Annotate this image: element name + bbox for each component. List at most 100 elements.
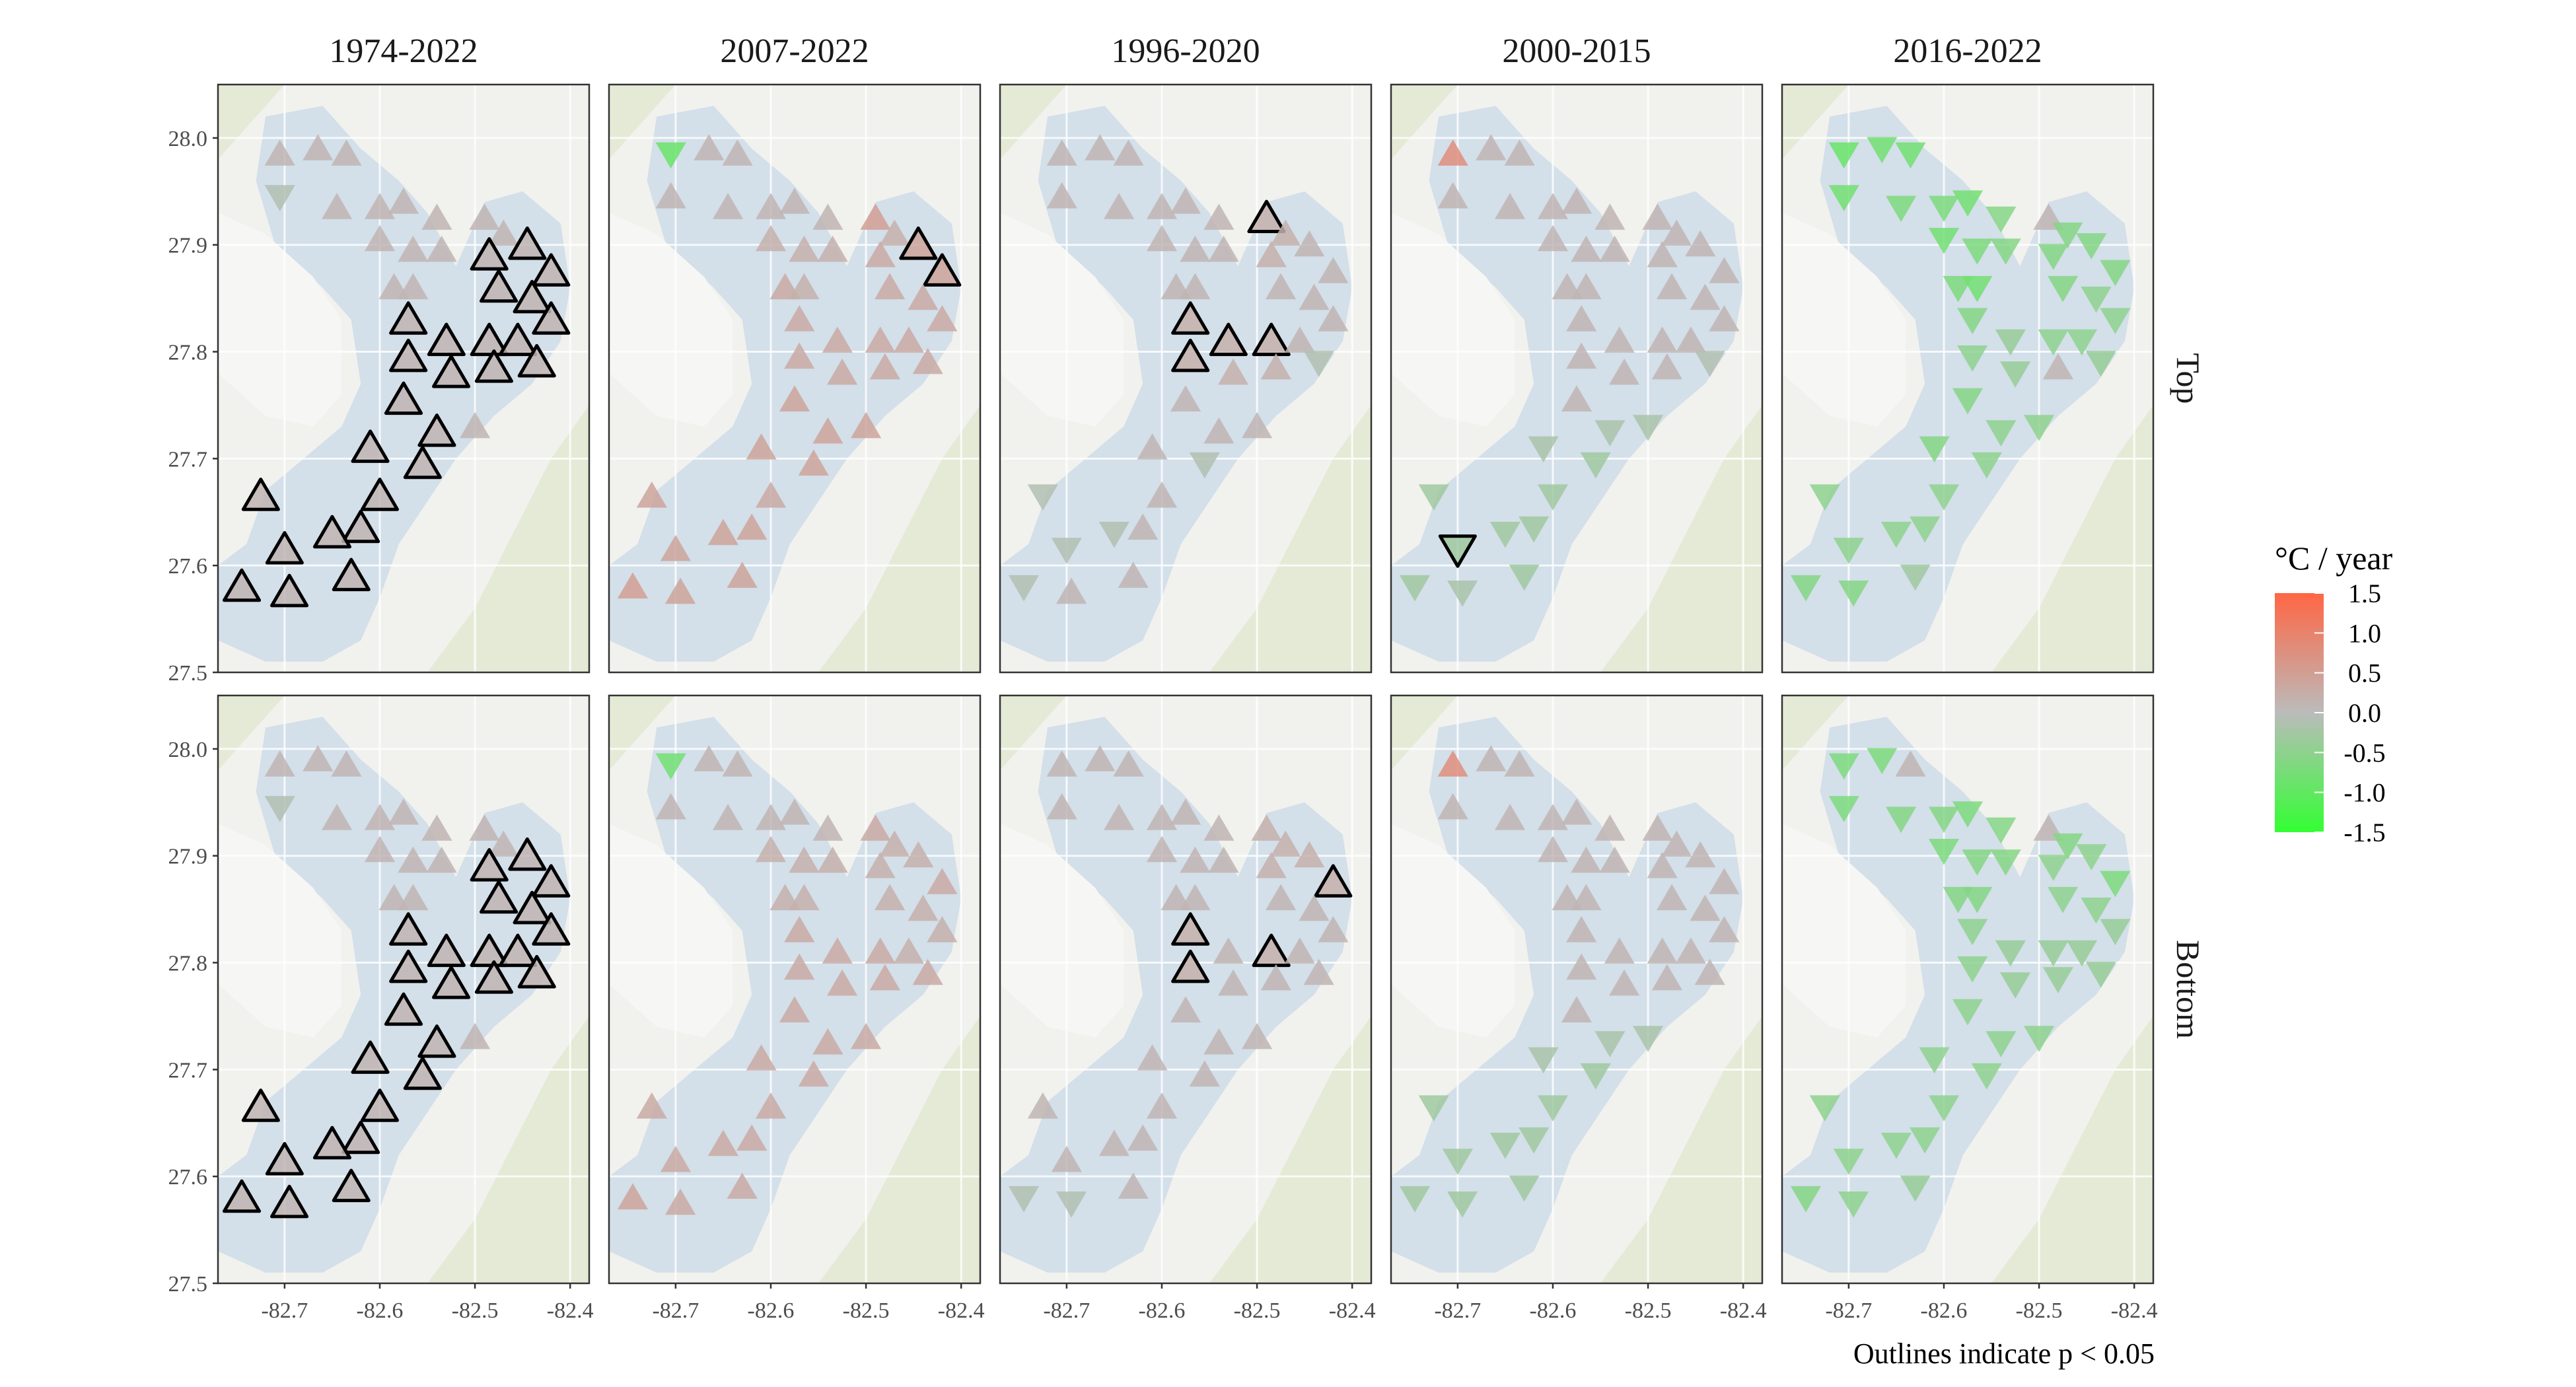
trend-marker-down [1957, 919, 1988, 945]
trend-marker-up [755, 804, 787, 830]
peninsula-land [1000, 213, 1124, 427]
trend-marker-up [488, 830, 519, 857]
trend-marker-down [1790, 1186, 1822, 1213]
trend-marker-down [2038, 329, 2069, 356]
trend-marker-up [1537, 804, 1569, 830]
trend-marker-up [1571, 846, 1602, 873]
x-tick-label: -82.4 [2111, 1298, 2158, 1323]
trend-marker-down [1919, 436, 1950, 463]
trend-marker-up [1203, 1028, 1234, 1055]
trend-marker-up [474, 960, 513, 994]
trend-marker-up [1098, 1129, 1129, 1156]
trend-marker-down [1886, 196, 1917, 223]
trend-marker-down [1809, 484, 1840, 511]
trend-marker-up [789, 884, 820, 911]
park-area [609, 695, 676, 771]
trend-marker-up [869, 964, 900, 991]
panel-top-2016-2022 [1781, 83, 2155, 674]
trend-marker-down [1986, 1031, 2017, 1057]
trend-marker-up [1561, 996, 1592, 1022]
trend-marker-down [1509, 564, 1540, 591]
trend-marker-down [2100, 919, 2131, 945]
peninsula-land [609, 213, 733, 427]
trend-marker-down [1957, 345, 1988, 372]
trend-marker-down [1886, 806, 1917, 834]
x-tick-label: -82.4 [547, 1298, 594, 1323]
trend-marker-up [1318, 257, 1349, 283]
trend-marker-up [722, 750, 753, 777]
trend-marker-up [1270, 219, 1301, 246]
trend-marker-down [1633, 1026, 1664, 1052]
trend-marker-down [1962, 238, 1993, 265]
trend-marker-up [812, 203, 843, 230]
trend-marker-up [469, 814, 500, 841]
trend-marker-up [303, 745, 334, 771]
trend-marker-up [746, 1044, 777, 1071]
x-tick-label: -82.7 [1434, 1298, 1481, 1323]
trend-marker-up [513, 890, 552, 925]
x-tick-label: -82.7 [1825, 1298, 1872, 1323]
trend-marker-down [1008, 1186, 1040, 1213]
trend-marker-down [1986, 420, 2017, 446]
trend-marker-up [469, 203, 500, 230]
trend-marker-up [893, 326, 924, 353]
trend-marker-down [2081, 898, 2112, 924]
trend-marker-up [1051, 1145, 1082, 1172]
trend-marker-up [908, 894, 939, 921]
panel-basemap [1391, 695, 1762, 1283]
trend-marker-up [755, 225, 787, 252]
peninsula-land [1782, 824, 1906, 1038]
park-area [1600, 1016, 1762, 1283]
x-tick-label: -82.4 [1329, 1298, 1376, 1323]
trend-marker-down [1962, 275, 1993, 302]
trend-marker-down [1867, 748, 1898, 775]
panel-border [999, 83, 1373, 674]
trend-marker-up [426, 235, 457, 262]
trend-marker-up [508, 226, 547, 260]
trend-marker-down [1828, 796, 1859, 822]
facet-title-1996-2020: 1996-2020 [1111, 32, 1260, 70]
trend-marker-down [1910, 516, 1941, 543]
trend-marker-up [389, 912, 428, 946]
trend-marker-up [1437, 139, 1468, 166]
trend-marker-down [655, 753, 686, 780]
trend-marker-up [1180, 846, 1211, 873]
trend-marker-up [875, 884, 906, 911]
trend-marker-up [1599, 846, 1630, 873]
trend-marker-up [1604, 937, 1635, 964]
trend-marker-up [1537, 836, 1569, 863]
trend-marker-up [1690, 283, 1721, 310]
trend-marker-up [1566, 953, 1597, 980]
trend-marker-up [432, 355, 471, 388]
trend-marker-up [779, 996, 810, 1022]
trend-marker-up [1495, 804, 1526, 830]
trend-marker-up [1203, 417, 1234, 444]
facet-title-2007-2022: 2007-2022 [720, 32, 869, 70]
trend-marker-up [398, 273, 429, 300]
y-tick-label: 27.9 [168, 234, 208, 258]
trend-marker-down [2042, 967, 2073, 993]
peninsula-land [609, 824, 733, 1038]
trend-marker-up [532, 864, 571, 898]
trend-marker-up [1642, 203, 1673, 230]
trend-marker-up [865, 937, 896, 964]
trend-marker-down [2066, 329, 2097, 356]
trend-marker-down [1990, 238, 2021, 265]
trend-marker-up [736, 513, 768, 540]
trend-marker-down [1928, 1095, 1960, 1121]
trend-marker-up [223, 568, 262, 602]
trend-marker-up [1252, 933, 1291, 968]
trend-marker-down [1900, 1175, 1931, 1202]
trend-marker-up [398, 846, 429, 873]
panel-basemap [218, 695, 589, 1283]
trend-marker-down [2038, 244, 2069, 270]
panel-border [999, 694, 1373, 1285]
trend-marker-up [655, 793, 686, 820]
trend-marker-up [1651, 964, 1682, 991]
facet-row-bottom: Bottom [2170, 940, 2207, 1039]
panel-bottom-2016-2022 [1781, 694, 2155, 1285]
trend-marker-down [1828, 142, 1859, 169]
trend-marker-up [1303, 958, 1334, 985]
trend-marker-up [460, 1022, 491, 1049]
trend-marker-up [1242, 411, 1273, 439]
